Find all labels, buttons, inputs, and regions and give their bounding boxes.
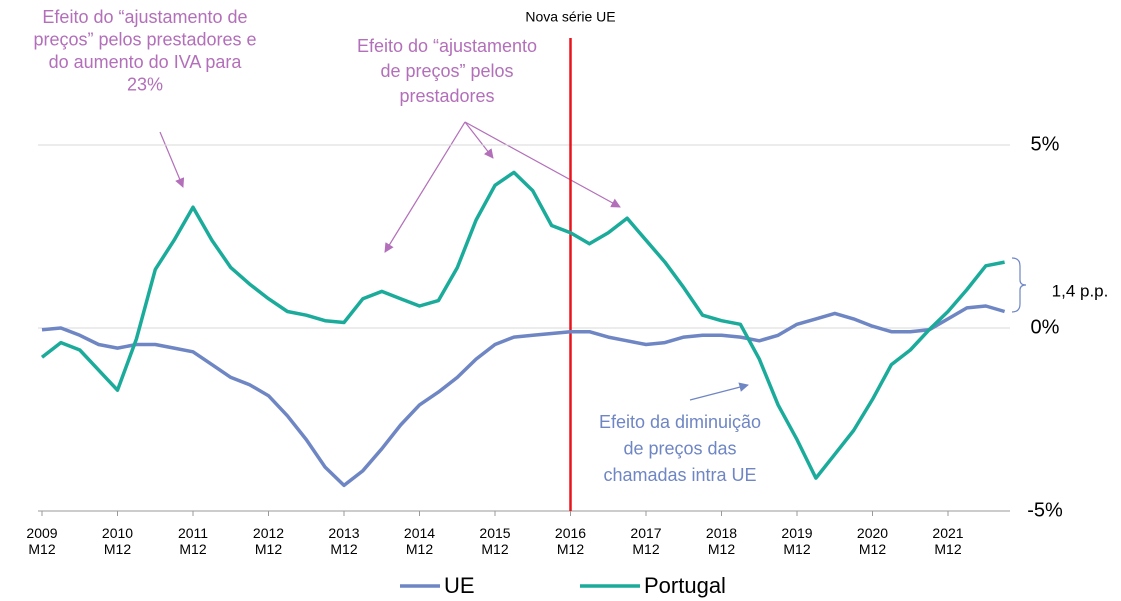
x-tick-label: 2010 M12 (101, 525, 134, 557)
y-tick-label: -5% (1027, 499, 1063, 521)
y-tick-label: 0% (1031, 316, 1060, 338)
x-tick-label: 2014 M12 (403, 525, 436, 557)
x-tick-label: 2020 M12 (856, 525, 889, 557)
annotation: 23% (127, 74, 163, 94)
annotation: de preços das (623, 438, 736, 458)
x-tick-label: 2021 M12 (932, 525, 964, 557)
x-tick-label: 2011 M12 (177, 525, 209, 557)
annotation: do aumento do IVA para (49, 52, 243, 72)
annotation: Efeito do “ajustamento de (42, 7, 247, 27)
x-tick-label: 2012 M12 (252, 525, 285, 557)
series-line (40, 170, 1005, 480)
y-tick-label: 5% (1031, 133, 1060, 155)
annotation: de preços” pelos (380, 61, 513, 81)
annotation: preços” pelos prestadores e (33, 29, 256, 49)
series-line (41, 304, 1006, 488)
x-tick-label: 2016 M12 (554, 525, 587, 557)
x-tick-label: 2019 M12 (781, 525, 813, 557)
x-tick-label: 2017 M12 (630, 525, 662, 557)
annotation: chamadas intra UE (603, 465, 756, 485)
annotation: Efeito da diminuição (599, 412, 761, 432)
annotation-arrows (159, 121, 1027, 401)
x-tick-label: 2015 M12 (479, 525, 511, 557)
legend-label: Portugal (644, 573, 726, 598)
reference-label: Nova série UE (525, 9, 615, 25)
annotation: 1,4 p.p. (1052, 281, 1109, 300)
legend-label: UE (444, 573, 475, 598)
annotation: prestadores (399, 86, 494, 106)
x-tick-label: 2018 M12 (705, 525, 738, 557)
annotation: Efeito do “ajustamento (357, 36, 537, 56)
x-tick-label: 2013 M12 (328, 525, 360, 557)
x-tick-label: 2009 M12 (26, 525, 58, 557)
